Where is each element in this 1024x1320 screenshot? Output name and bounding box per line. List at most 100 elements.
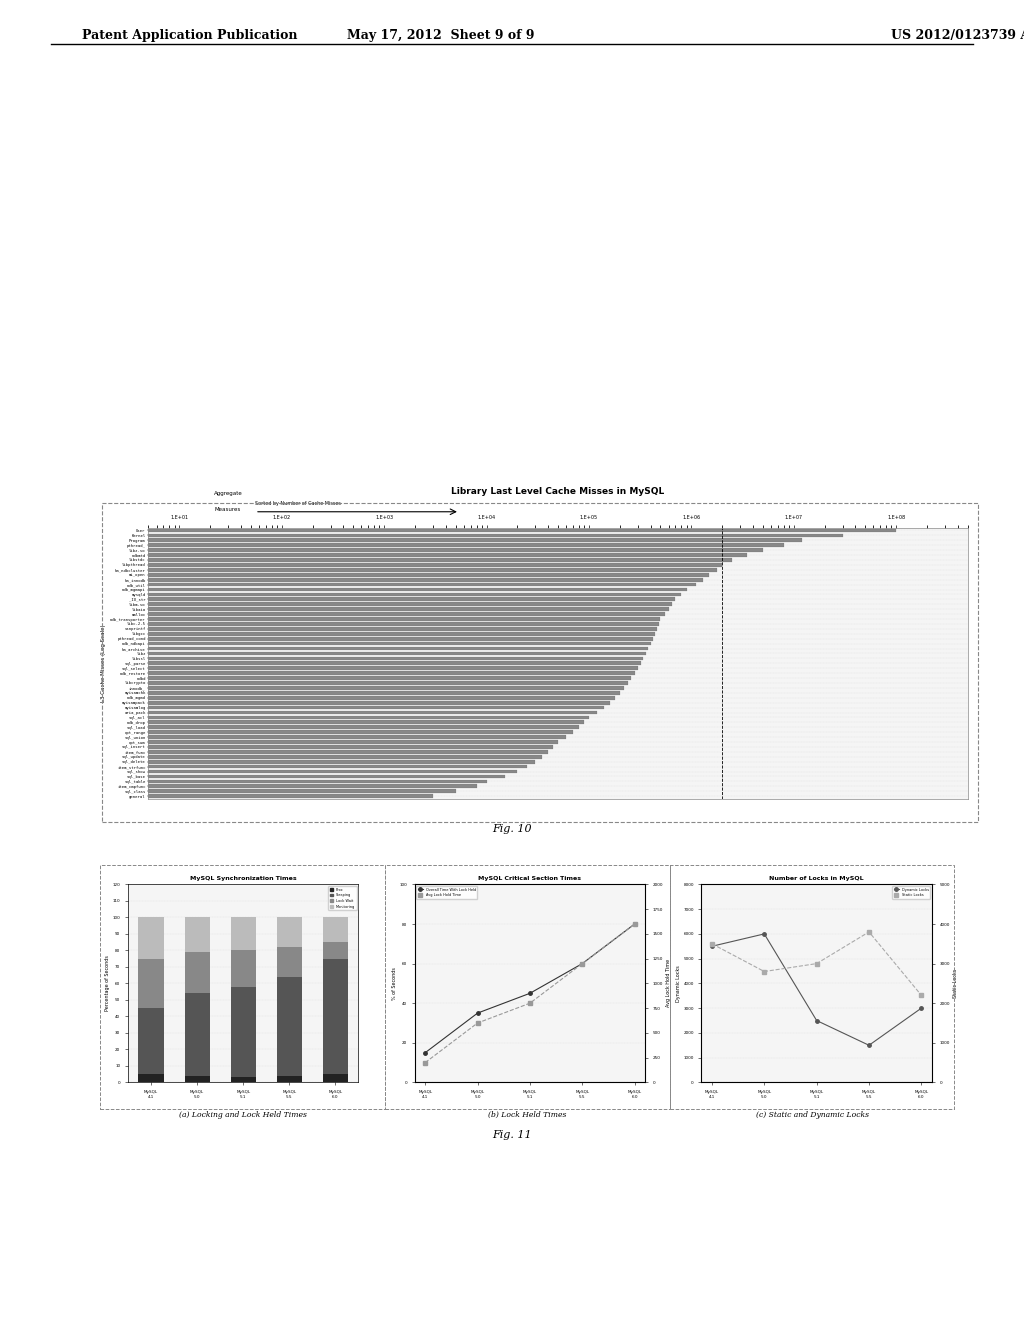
Bar <box>0 760 536 763</box>
Dynamic Locks <box>706 939 718 954</box>
Static Locks <box>811 956 823 972</box>
Bar <box>0 667 638 671</box>
Bar <box>0 789 456 793</box>
Y-axis label: Dynamic Locks: Dynamic Locks <box>676 965 681 1002</box>
Bar <box>0 533 843 537</box>
Bar <box>276 917 302 948</box>
Bar <box>0 686 624 690</box>
Dynamic Locks <box>758 927 770 942</box>
Text: (c) Static and Dynamic Locks: (c) Static and Dynamic Locks <box>756 1110 868 1119</box>
Bar <box>0 656 643 660</box>
Bar <box>276 977 302 1076</box>
Bar <box>0 764 527 768</box>
Static Locks <box>915 987 928 1003</box>
Line: Overall Time With Lock Held: Overall Time With Lock Held <box>424 923 636 1055</box>
Bar <box>0 661 641 665</box>
Bar <box>0 784 476 788</box>
Bar <box>0 587 687 591</box>
Bar <box>0 544 783 546</box>
Bar <box>323 942 348 958</box>
Bar <box>323 917 348 942</box>
Dynamic Locks <box>811 1012 823 1028</box>
Line: Avg Lock Hold Time: Avg Lock Hold Time <box>424 923 636 1064</box>
Bar <box>0 573 710 577</box>
Overall Time With Lock Held <box>419 1045 431 1061</box>
Bar <box>0 607 669 611</box>
Bar <box>0 568 718 572</box>
Bar <box>0 750 548 754</box>
Bar <box>0 690 620 694</box>
Bar <box>0 795 433 799</box>
Bar <box>0 612 665 616</box>
Text: US 2012/0123739 A1: US 2012/0123739 A1 <box>891 29 1024 42</box>
Text: Library Last Level Cache Misses in MySQL: Library Last Level Cache Misses in MySQL <box>452 487 665 495</box>
Text: Measures: Measures <box>214 507 241 512</box>
Bar <box>0 632 654 636</box>
Bar <box>0 598 676 601</box>
Bar <box>0 548 763 552</box>
Bar <box>0 726 579 729</box>
Bar <box>0 741 558 744</box>
Bar <box>0 775 505 779</box>
Text: Fig. 10: Fig. 10 <box>493 824 531 834</box>
Bar <box>138 917 164 958</box>
Avg Lock Hold Time <box>577 956 589 972</box>
Bar <box>0 564 722 566</box>
Bar <box>0 676 632 680</box>
Bar <box>0 735 566 739</box>
Avg Lock Hold Time <box>471 1015 483 1031</box>
Bar <box>0 539 802 543</box>
Text: Sorted by Number of Cache Misses: Sorted by Number of Cache Misses <box>255 502 341 507</box>
Bar <box>0 642 650 645</box>
Text: Patent Application Publication: Patent Application Publication <box>82 29 297 42</box>
Title: MySQL Synchronization Times: MySQL Synchronization Times <box>189 876 297 882</box>
Bar <box>0 710 597 714</box>
Bar <box>0 706 604 709</box>
Title: MySQL Critical Section Times: MySQL Critical Section Times <box>478 876 582 882</box>
Bar <box>230 917 256 950</box>
Avg Lock Hold Time <box>524 995 537 1011</box>
Bar <box>0 681 628 685</box>
Bar <box>0 578 702 582</box>
Overall Time With Lock Held <box>629 916 641 932</box>
Bar <box>276 948 302 977</box>
Legend: Overall Time With Lock Held, Avg Lock Hold Time: Overall Time With Lock Held, Avg Lock Ho… <box>417 886 477 899</box>
Bar <box>323 958 348 1074</box>
Overall Time With Lock Held <box>471 1006 483 1022</box>
Bar <box>0 602 672 606</box>
Text: Fig. 11: Fig. 11 <box>493 1130 531 1140</box>
Bar <box>0 715 589 719</box>
Bar <box>0 593 681 597</box>
Bar <box>138 1074 164 1082</box>
Bar <box>0 627 656 631</box>
Static Locks <box>863 924 876 940</box>
Bar <box>323 1074 348 1082</box>
Bar <box>230 1077 256 1082</box>
Line: Dynamic Locks: Dynamic Locks <box>711 932 923 1047</box>
Bar <box>0 730 573 734</box>
Avg Lock Hold Time <box>629 916 641 932</box>
Bar <box>230 950 256 987</box>
Bar <box>138 1008 164 1074</box>
Bar <box>0 636 652 640</box>
Bar <box>0 672 635 675</box>
Bar <box>184 952 210 993</box>
Bar <box>0 647 648 651</box>
Bar <box>0 622 658 626</box>
Bar <box>0 582 695 586</box>
Bar <box>0 558 732 562</box>
Legend: Proc, Sleeping, Lock Wait, Monitoring: Proc, Sleeping, Lock Wait, Monitoring <box>329 886 356 909</box>
Avg Lock Hold Time <box>419 1055 431 1071</box>
Legend: Dynamic Locks, Static Locks: Dynamic Locks, Static Locks <box>892 886 930 899</box>
Bar <box>276 1076 302 1082</box>
Y-axis label: L3 Cache Misses (Log Scale): L3 Cache Misses (Log Scale) <box>101 624 105 702</box>
Overall Time With Lock Held <box>524 985 537 1001</box>
Bar <box>0 770 517 774</box>
Bar <box>0 701 610 705</box>
Overall Time With Lock Held <box>577 956 589 972</box>
Bar <box>184 993 210 1076</box>
Y-axis label: Static Locks: Static Locks <box>952 969 957 998</box>
Bar <box>0 696 615 700</box>
Bar <box>0 618 660 620</box>
Bar <box>184 917 210 952</box>
